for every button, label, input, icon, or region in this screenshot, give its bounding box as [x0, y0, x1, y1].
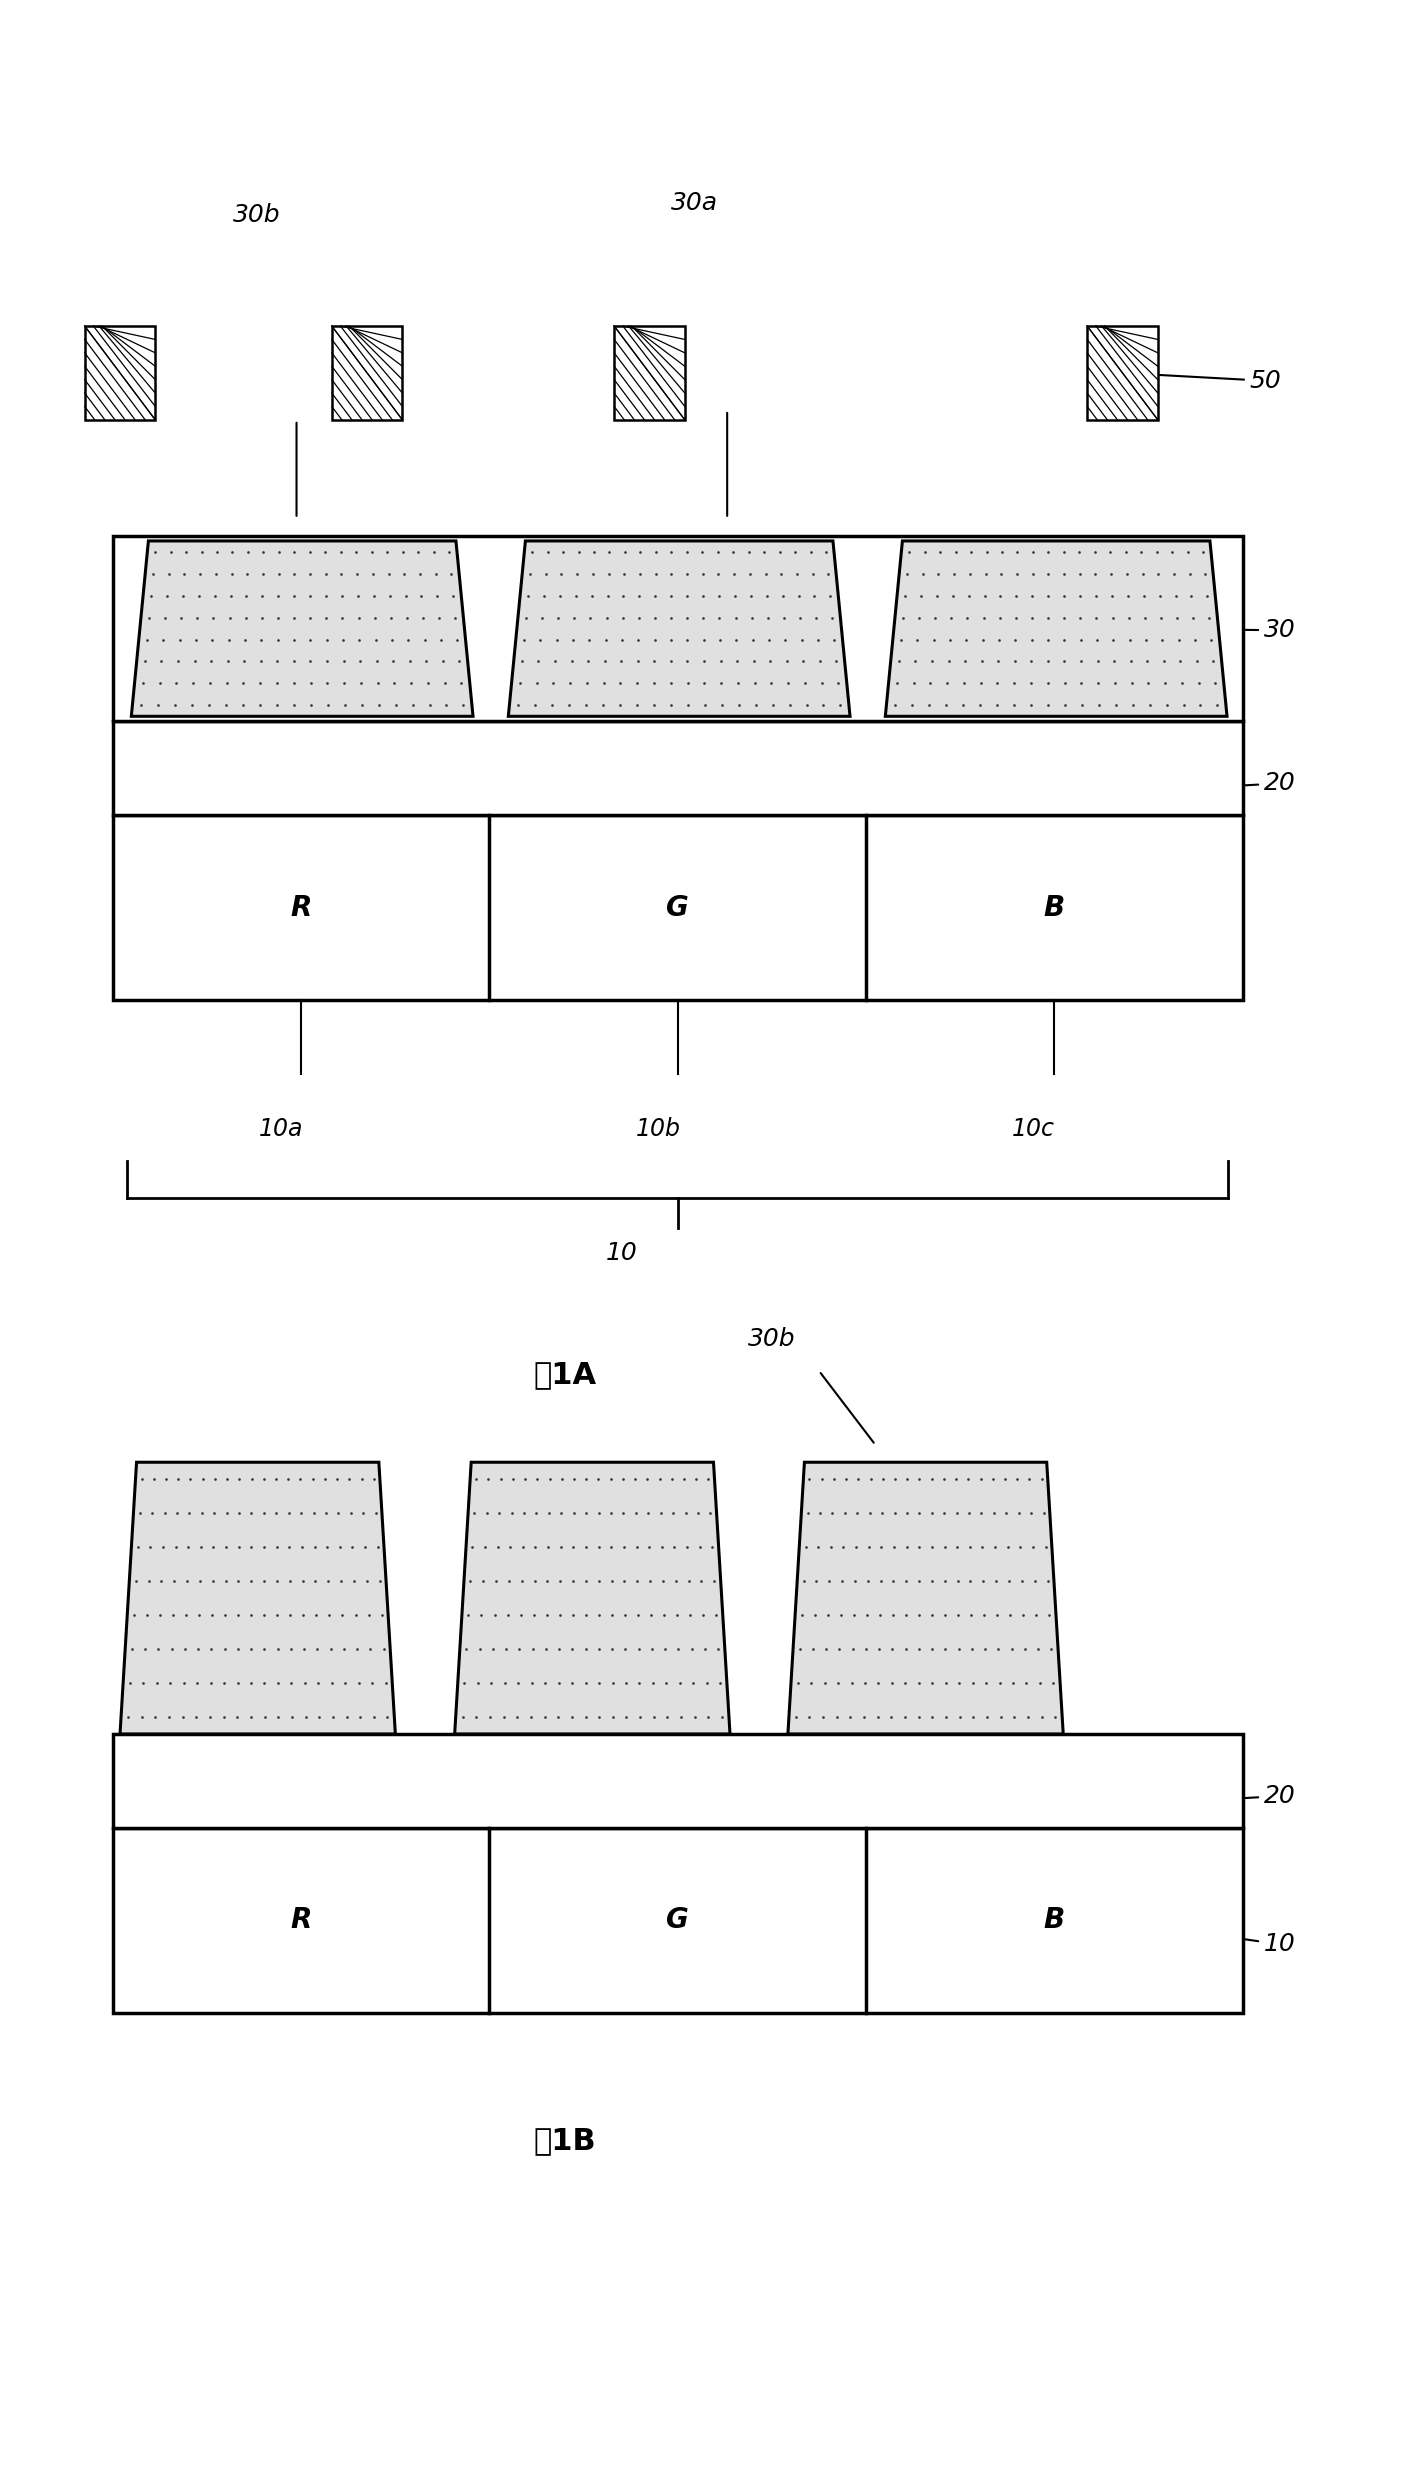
Bar	[113, 536, 1243, 721]
Bar	[614, 326, 685, 420]
Bar	[1087, 326, 1158, 420]
Bar	[113, 1734, 1243, 1828]
Text: 10a: 10a	[258, 1116, 304, 1141]
Bar	[85, 326, 155, 420]
Text: 30b: 30b	[233, 203, 281, 227]
Polygon shape	[455, 1462, 730, 1734]
Text: 10: 10	[606, 1240, 637, 1265]
Bar	[614, 326, 685, 420]
Polygon shape	[788, 1462, 1063, 1734]
Text: 20: 20	[1245, 1783, 1295, 1808]
Bar	[85, 326, 155, 420]
Polygon shape	[131, 541, 473, 716]
Text: 30: 30	[1245, 618, 1295, 642]
Text: 20: 20	[1245, 771, 1295, 795]
Bar	[113, 815, 1243, 1000]
Text: B: B	[1043, 894, 1065, 921]
Text: 30a: 30a	[671, 190, 717, 215]
Text: G: G	[666, 1907, 689, 1934]
Text: R: R	[291, 894, 312, 921]
Polygon shape	[885, 541, 1227, 716]
Text: B: B	[1043, 1907, 1065, 1934]
Text: 图1B: 图1B	[534, 2127, 596, 2154]
Text: 图1A: 图1A	[534, 1361, 596, 1388]
Text: 10: 10	[1245, 1932, 1295, 1956]
Bar	[113, 721, 1243, 815]
Bar	[113, 1828, 1243, 2013]
Polygon shape	[508, 541, 850, 716]
Text: 50: 50	[1125, 368, 1281, 393]
Text: 10c: 10c	[1012, 1116, 1055, 1141]
Text: 30b: 30b	[748, 1326, 796, 1351]
Bar	[332, 326, 402, 420]
Bar	[1087, 326, 1158, 420]
Text: R: R	[291, 1907, 312, 1934]
Bar	[332, 326, 402, 420]
Text: G: G	[666, 894, 689, 921]
Text: 10b: 10b	[635, 1116, 681, 1141]
Polygon shape	[120, 1462, 395, 1734]
